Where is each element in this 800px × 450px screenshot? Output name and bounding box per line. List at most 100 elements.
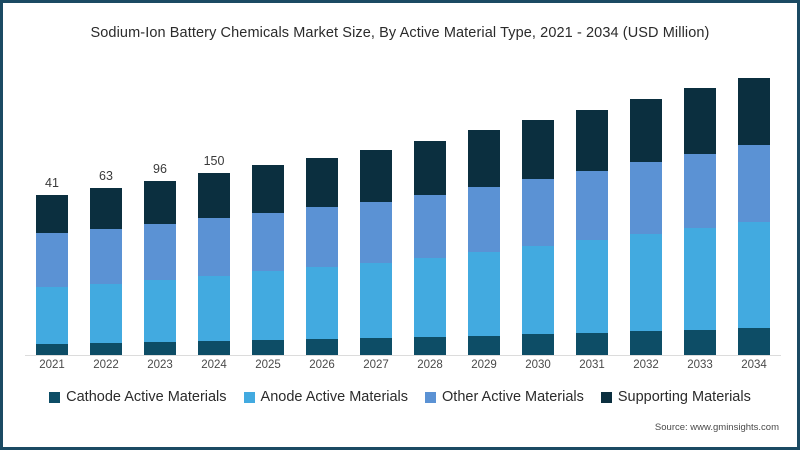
- bar-segment-supporting-materials[interactable]: [144, 180, 176, 224]
- bar-column[interactable]: [306, 157, 338, 355]
- legend-item-cathode-active-materials[interactable]: Cathode Active Materials: [49, 389, 227, 405]
- source-attribution: Source: www.gminsights.com: [654, 422, 779, 433]
- legend-label: Supporting Materials: [617, 389, 751, 405]
- bar-segment-supporting-materials[interactable]: [684, 88, 716, 154]
- bar-segment-cathode-active-materials[interactable]: [198, 341, 230, 355]
- bar-column[interactable]: [630, 98, 662, 355]
- chart-legend: Cathode Active Materials Anode Active Mat…: [3, 389, 797, 405]
- bar-segment-other-active-materials[interactable]: [90, 228, 122, 285]
- bar-segment-anode-active-materials[interactable]: [198, 275, 230, 342]
- bar-segment-anode-active-materials[interactable]: [36, 287, 68, 344]
- bar-segment-other-active-materials[interactable]: [738, 145, 770, 222]
- legend-item-supporting-materials[interactable]: Supporting Materials: [600, 389, 751, 405]
- bar-segment-anode-active-materials[interactable]: [468, 252, 500, 336]
- legend-label: Cathode Active Materials: [66, 389, 227, 405]
- bar-segment-supporting-materials[interactable]: [36, 194, 68, 234]
- plot-area: 41 63 96 150: [25, 73, 781, 356]
- bar-segment-anode-active-materials[interactable]: [306, 266, 338, 340]
- legend-swatch-icon: [49, 391, 61, 403]
- x-tick-2024: 2024: [201, 359, 227, 371]
- bar-column[interactable]: [468, 130, 500, 355]
- bar-segment-cathode-active-materials[interactable]: [252, 340, 284, 355]
- chart-title: Sodium-Ion Battery Chemicals Market Size…: [90, 25, 710, 41]
- legend-swatch-icon: [600, 391, 612, 403]
- x-tick-2022: 2022: [93, 359, 119, 371]
- bar-segment-other-active-materials[interactable]: [198, 218, 230, 276]
- bar-segment-other-active-materials[interactable]: [576, 170, 608, 241]
- bar-segment-other-active-materials[interactable]: [468, 186, 500, 253]
- x-tick-2023: 2023: [147, 359, 173, 371]
- bar-segment-anode-active-materials[interactable]: [522, 246, 554, 335]
- bar-segment-cathode-active-materials[interactable]: [306, 339, 338, 355]
- bar-segment-supporting-materials[interactable]: [522, 120, 554, 179]
- bar-value-label: 96: [153, 161, 167, 176]
- x-tick-2031: 2031: [579, 359, 605, 371]
- bar-segment-cathode-active-materials[interactable]: [684, 329, 716, 355]
- x-tick-2033: 2033: [687, 359, 713, 371]
- x-tick-2032: 2032: [633, 359, 659, 371]
- bar-segment-cathode-active-materials[interactable]: [630, 331, 662, 355]
- bar-column[interactable]: 63: [90, 169, 122, 355]
- bar-segment-cathode-active-materials[interactable]: [522, 334, 554, 355]
- bar-segment-supporting-materials[interactable]: [360, 149, 392, 202]
- bar-column[interactable]: [684, 88, 716, 355]
- legend-label: Anode Active Materials: [260, 389, 409, 405]
- bar-column[interactable]: [252, 165, 284, 355]
- x-tick-2021: 2021: [39, 359, 65, 371]
- bar-segment-supporting-materials[interactable]: [306, 157, 338, 208]
- x-tick-2027: 2027: [363, 359, 389, 371]
- bar-column[interactable]: [738, 77, 770, 355]
- bar-segment-other-active-materials[interactable]: [360, 201, 392, 263]
- bar-segment-cathode-active-materials[interactable]: [36, 343, 68, 355]
- bar-segment-supporting-materials[interactable]: [576, 109, 608, 171]
- bar-column[interactable]: 150: [198, 154, 230, 355]
- bar-segment-anode-active-materials[interactable]: [684, 228, 716, 330]
- bar-segment-anode-active-materials[interactable]: [90, 284, 122, 343]
- bar-segment-cathode-active-materials[interactable]: [414, 336, 446, 355]
- bar-value-label: 63: [99, 169, 113, 184]
- bar-segment-supporting-materials[interactable]: [198, 172, 230, 219]
- bar-column[interactable]: 96: [144, 162, 176, 355]
- bar-segment-other-active-materials[interactable]: [306, 207, 338, 267]
- x-tick-2026: 2026: [309, 359, 335, 371]
- bar-segment-anode-active-materials[interactable]: [576, 240, 608, 333]
- bar-segment-supporting-materials[interactable]: [468, 130, 500, 187]
- bar-segment-supporting-materials[interactable]: [252, 165, 284, 213]
- legend-item-other-active-materials[interactable]: Other Active Materials: [425, 389, 584, 405]
- bar-column[interactable]: [522, 120, 554, 355]
- bar-segment-supporting-materials[interactable]: [738, 77, 770, 146]
- bar-segment-anode-active-materials[interactable]: [738, 221, 770, 328]
- bar-segment-anode-active-materials[interactable]: [414, 258, 446, 337]
- x-axis-tick-labels: 2021 2022 2023 2024 2025 2026 2027 2028 2029 2030…: [25, 359, 781, 379]
- bar-segment-anode-active-materials[interactable]: [360, 262, 392, 339]
- bar-segment-cathode-active-materials[interactable]: [90, 342, 122, 355]
- legend-item-anode-active-materials[interactable]: Anode Active Materials: [243, 389, 409, 405]
- bar-segment-other-active-materials[interactable]: [522, 178, 554, 247]
- bar-column[interactable]: 41: [36, 176, 68, 355]
- bar-segment-cathode-active-materials[interactable]: [738, 327, 770, 355]
- bar-segment-supporting-materials[interactable]: [630, 98, 662, 163]
- bar-segment-cathode-active-materials[interactable]: [144, 341, 176, 355]
- bar-segment-other-active-materials[interactable]: [252, 212, 284, 272]
- bar-segment-anode-active-materials[interactable]: [252, 271, 284, 341]
- bar-segment-cathode-active-materials[interactable]: [468, 335, 500, 355]
- legend-swatch-icon: [425, 391, 437, 403]
- x-tick-2028: 2028: [417, 359, 443, 371]
- bar-segment-other-active-materials[interactable]: [144, 223, 176, 280]
- legend-label: Other Active Materials: [442, 389, 584, 405]
- bar-segment-other-active-materials[interactable]: [414, 194, 446, 258]
- bar-segment-other-active-materials[interactable]: [684, 153, 716, 229]
- bar-segment-other-active-materials[interactable]: [36, 233, 68, 288]
- bar-segment-anode-active-materials[interactable]: [630, 234, 662, 332]
- bar-segment-anode-active-materials[interactable]: [144, 279, 176, 342]
- bar-segment-cathode-active-materials[interactable]: [576, 332, 608, 355]
- bar-segment-supporting-materials[interactable]: [414, 140, 446, 195]
- bar-column[interactable]: [360, 149, 392, 355]
- bar-column[interactable]: [576, 109, 608, 355]
- bar-column[interactable]: [414, 140, 446, 355]
- bar-segment-cathode-active-materials[interactable]: [360, 338, 392, 355]
- bar-segment-other-active-materials[interactable]: [630, 162, 662, 235]
- x-tick-2034: 2034: [741, 359, 767, 371]
- bar-segment-supporting-materials[interactable]: [90, 188, 122, 229]
